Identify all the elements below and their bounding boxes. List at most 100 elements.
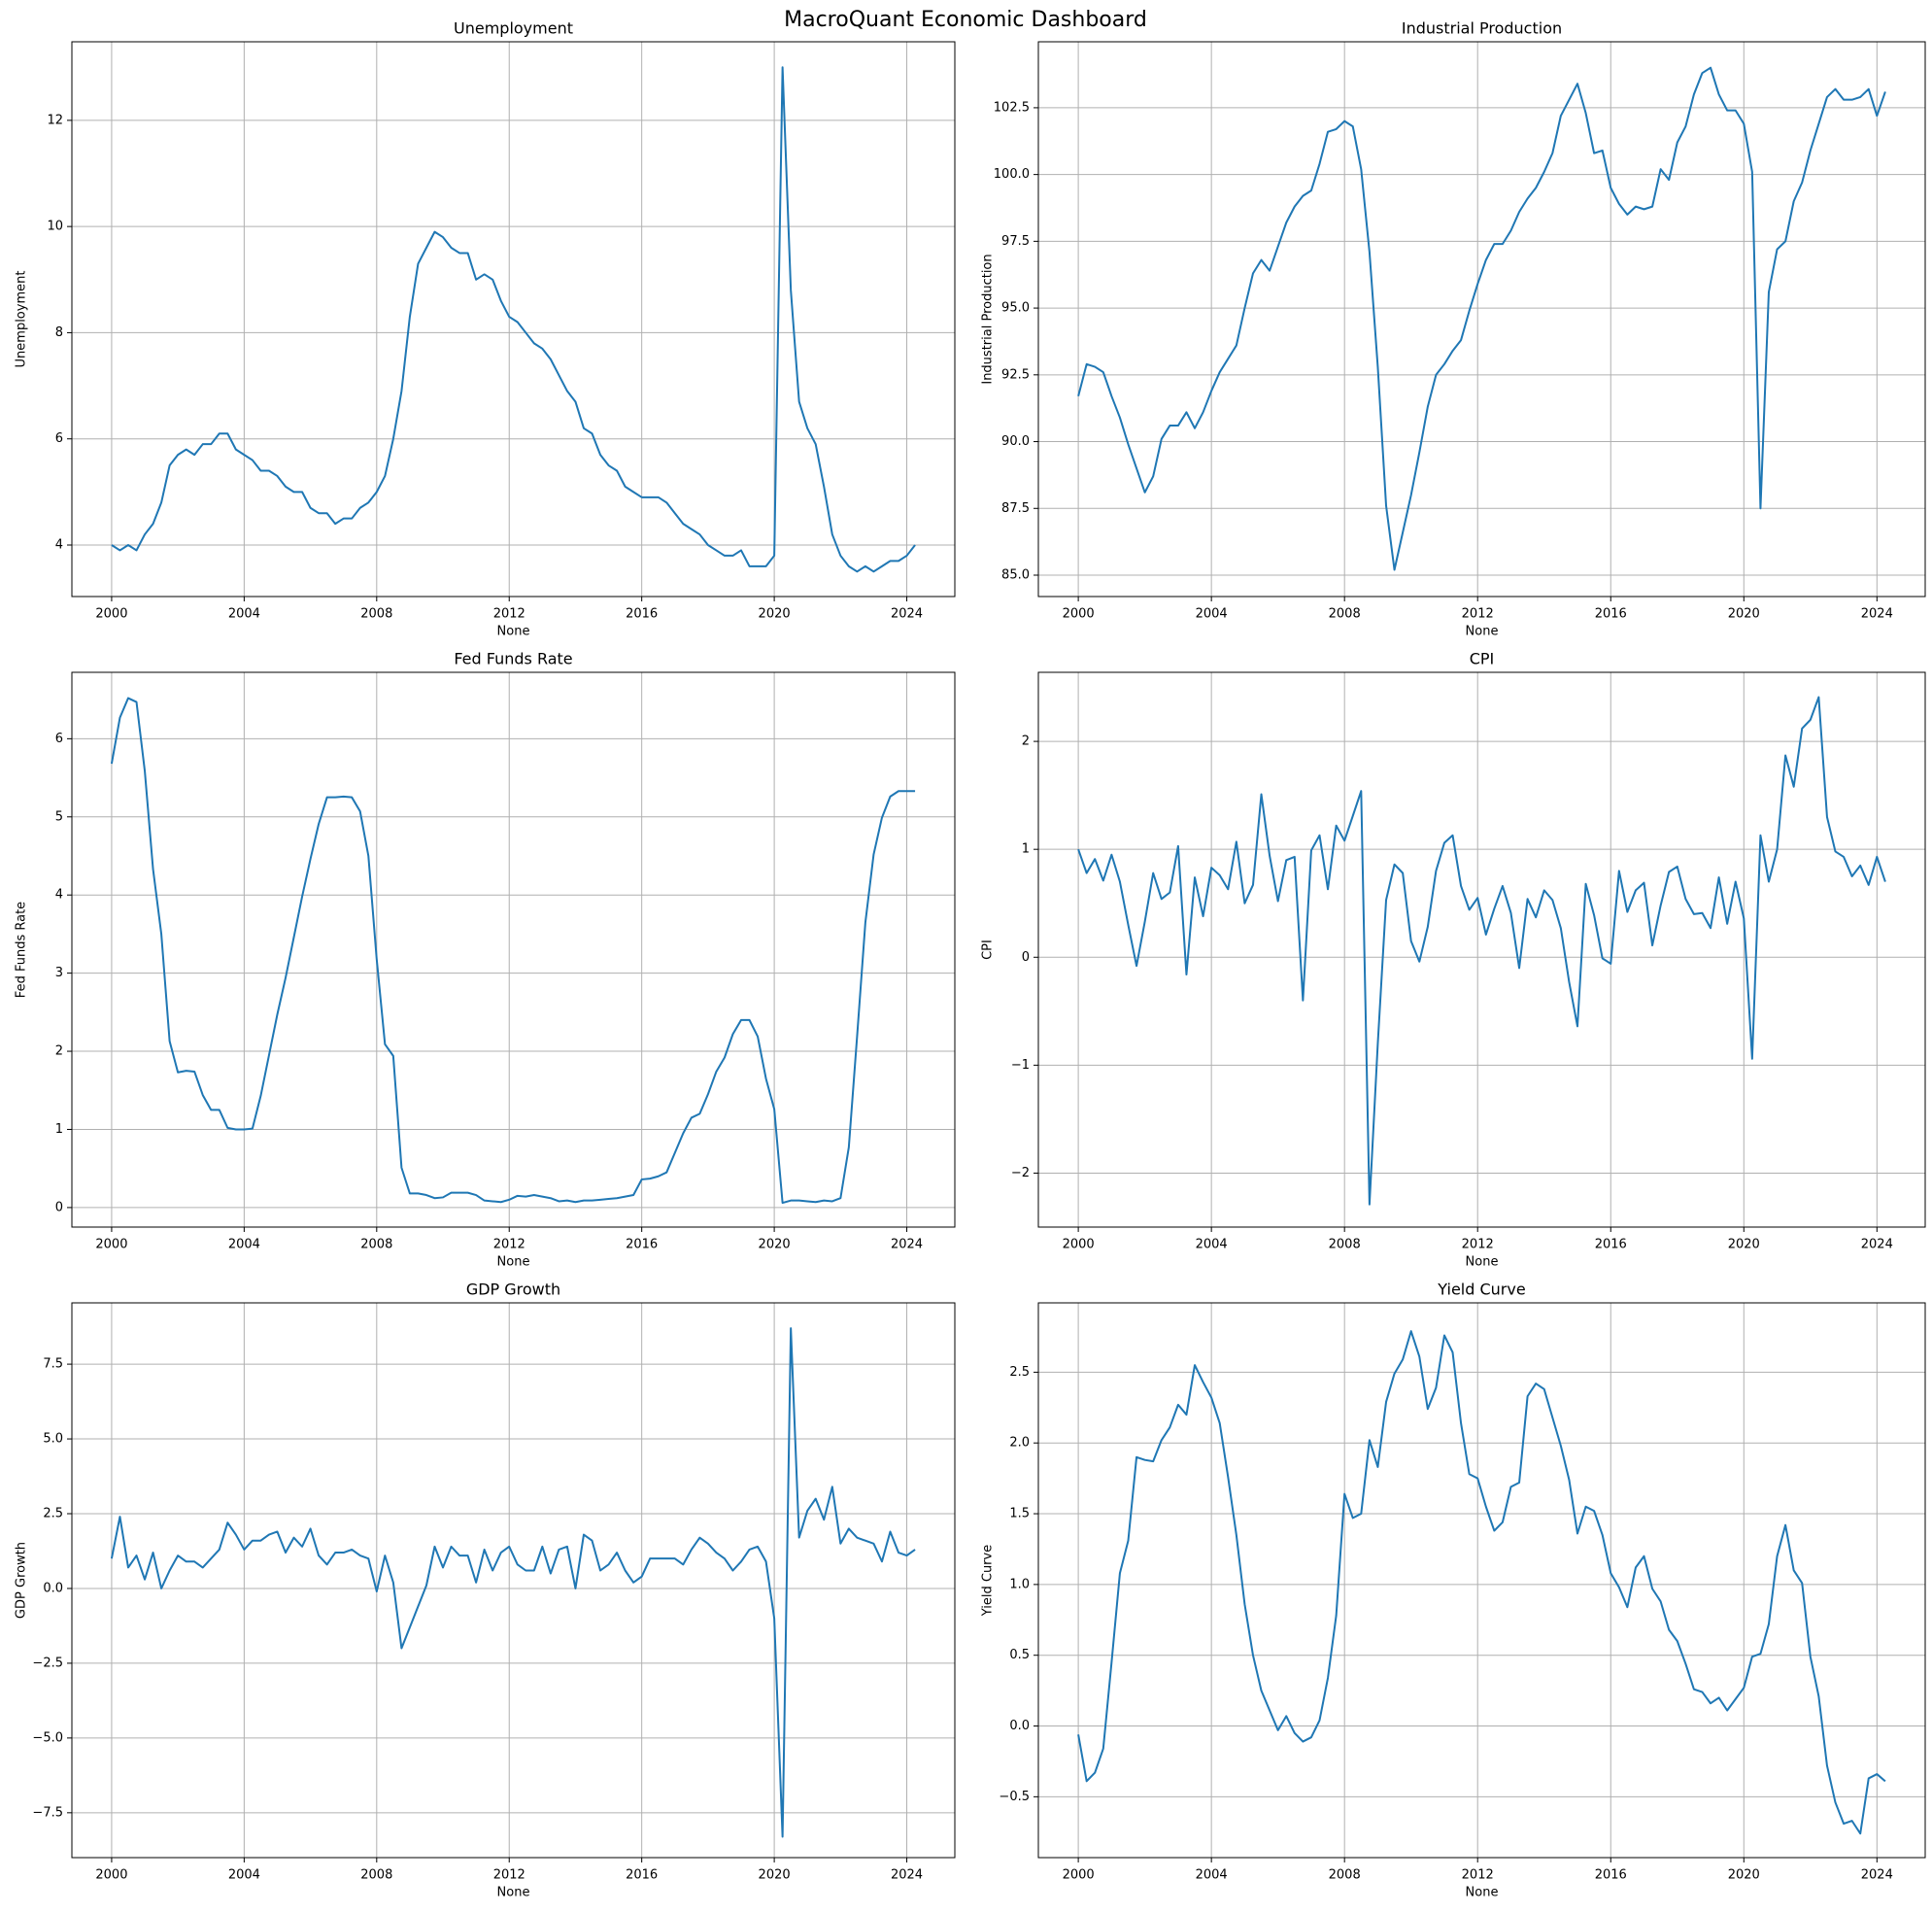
y-tick-label: 6 bbox=[55, 732, 63, 746]
x-axis-label: None bbox=[1466, 1255, 1499, 1270]
plot-frame bbox=[71, 671, 956, 1228]
y-tick-label: 95.0 bbox=[1001, 301, 1030, 316]
plot-frame bbox=[1037, 671, 1926, 1228]
plot-frame bbox=[71, 41, 956, 598]
chart-title: GDP Growth bbox=[466, 1281, 560, 1299]
x-tick-label: 2012 bbox=[493, 607, 525, 622]
x-tick-label: 2024 bbox=[1861, 1868, 1893, 1883]
x-tick-label: 2000 bbox=[95, 1868, 127, 1883]
x-tick-label: 2012 bbox=[1462, 607, 1494, 622]
x-tick-label: 2024 bbox=[1861, 607, 1893, 622]
x-axis-label: None bbox=[1466, 1886, 1499, 1900]
y-tick-label: 4 bbox=[55, 537, 63, 552]
y-tick-label: 100.0 bbox=[994, 167, 1030, 182]
y-axis-label: Yield Curve bbox=[981, 1545, 996, 1617]
data-line bbox=[1077, 696, 1886, 1206]
x-tick-label: 2012 bbox=[1462, 1868, 1494, 1883]
x-tick-label: 2008 bbox=[1329, 607, 1361, 622]
y-tick-label: 12 bbox=[47, 113, 63, 127]
y-tick-label: 2.0 bbox=[1009, 1436, 1030, 1451]
x-tick-label: 2000 bbox=[95, 1238, 127, 1252]
y-tick-label: 2.5 bbox=[43, 1507, 63, 1521]
y-tick-label: 92.5 bbox=[1001, 367, 1030, 382]
chart-title: Fed Funds Rate bbox=[454, 650, 572, 668]
chart-title: CPI bbox=[1470, 650, 1495, 668]
y-tick-label: 2.5 bbox=[1009, 1365, 1030, 1380]
y-tick-label: 0.0 bbox=[43, 1581, 63, 1595]
y-tick-label: −7.5 bbox=[32, 1805, 63, 1820]
x-tick-label: 2020 bbox=[1728, 607, 1760, 622]
y-tick-label: 0.5 bbox=[1009, 1648, 1030, 1662]
y-tick-label: −5.0 bbox=[32, 1730, 63, 1745]
y-tick-label: 0 bbox=[1022, 950, 1030, 965]
y-tick-label: 1.0 bbox=[1009, 1577, 1030, 1591]
x-tick-label: 2004 bbox=[228, 607, 260, 622]
y-tick-label: 2 bbox=[1022, 734, 1030, 749]
plot-frame bbox=[1037, 41, 1926, 598]
x-tick-label: 2008 bbox=[360, 1238, 392, 1252]
x-axis-label: None bbox=[497, 1255, 530, 1270]
x-tick-label: 2020 bbox=[1728, 1868, 1760, 1883]
y-axis-label: Unemployment bbox=[15, 271, 29, 368]
y-tick-label: 87.5 bbox=[1001, 501, 1030, 516]
x-tick-label: 2000 bbox=[1063, 1868, 1095, 1883]
x-tick-label: 2004 bbox=[228, 1238, 260, 1252]
y-tick-label: 2 bbox=[55, 1044, 63, 1059]
x-tick-label: 2008 bbox=[1329, 1868, 1361, 1883]
x-tick-label: 2012 bbox=[1462, 1238, 1494, 1252]
x-axis-label: None bbox=[497, 625, 530, 639]
x-tick-label: 2016 bbox=[626, 1238, 658, 1252]
data-line bbox=[1077, 1330, 1886, 1835]
x-tick-label: 2024 bbox=[1861, 1238, 1893, 1252]
y-tick-label: 5.0 bbox=[43, 1432, 63, 1447]
chart-title: Unemployment bbox=[454, 19, 573, 38]
y-tick-label: 0 bbox=[55, 1200, 63, 1214]
x-tick-label: 2012 bbox=[493, 1238, 525, 1252]
plot-frame bbox=[1037, 1302, 1926, 1859]
x-tick-label: 2016 bbox=[1595, 607, 1627, 622]
x-tick-label: 2016 bbox=[1595, 1868, 1627, 1883]
data-line bbox=[110, 697, 916, 1205]
y-tick-label: 0.0 bbox=[1009, 1719, 1030, 1733]
x-tick-label: 2020 bbox=[1728, 1238, 1760, 1252]
x-tick-label: 2008 bbox=[1329, 1238, 1361, 1252]
y-tick-label: 1 bbox=[55, 1122, 63, 1137]
dashboard-title: MacroQuant Economic Dashboard bbox=[784, 8, 1147, 32]
y-tick-label: 1.5 bbox=[1009, 1507, 1030, 1521]
x-tick-label: 2000 bbox=[1063, 607, 1095, 622]
data-line bbox=[111, 66, 916, 573]
y-tick-label: 90.0 bbox=[1001, 434, 1030, 449]
x-tick-label: 2020 bbox=[759, 1238, 791, 1252]
y-tick-label: 7.5 bbox=[43, 1357, 63, 1372]
x-tick-label: 2012 bbox=[493, 1868, 525, 1883]
x-tick-label: 2016 bbox=[626, 607, 658, 622]
y-tick-label: −1 bbox=[1011, 1058, 1030, 1073]
chart-title: Industrial Production bbox=[1402, 19, 1562, 38]
x-tick-label: 2024 bbox=[891, 607, 923, 622]
x-tick-label: 2008 bbox=[360, 607, 392, 622]
x-tick-label: 2004 bbox=[1196, 1868, 1228, 1883]
y-tick-label: 10 bbox=[47, 220, 63, 234]
data-line bbox=[110, 1327, 916, 1838]
y-axis-label: Industrial Production bbox=[981, 254, 996, 384]
chart-title: Yield Curve bbox=[1437, 1281, 1525, 1299]
y-tick-label: −2.5 bbox=[32, 1656, 63, 1670]
x-tick-label: 2024 bbox=[891, 1868, 923, 1883]
y-tick-label: 1 bbox=[1022, 842, 1030, 857]
x-tick-label: 2000 bbox=[95, 607, 127, 622]
x-tick-label: 2020 bbox=[759, 607, 791, 622]
plot-frame bbox=[71, 1302, 956, 1859]
y-tick-label: 3 bbox=[55, 966, 63, 980]
y-tick-label: 102.5 bbox=[994, 100, 1030, 115]
y-tick-label: 5 bbox=[55, 809, 63, 824]
y-tick-label: 97.5 bbox=[1001, 234, 1030, 249]
x-tick-label: 2004 bbox=[1196, 1238, 1228, 1252]
x-tick-label: 2020 bbox=[759, 1868, 791, 1883]
y-tick-label: 8 bbox=[55, 325, 63, 340]
y-tick-label: −0.5 bbox=[999, 1790, 1030, 1804]
x-tick-label: 2016 bbox=[626, 1868, 658, 1883]
y-tick-label: 6 bbox=[55, 431, 63, 446]
y-axis-label: CPI bbox=[981, 939, 996, 960]
x-axis-label: None bbox=[1466, 625, 1499, 639]
